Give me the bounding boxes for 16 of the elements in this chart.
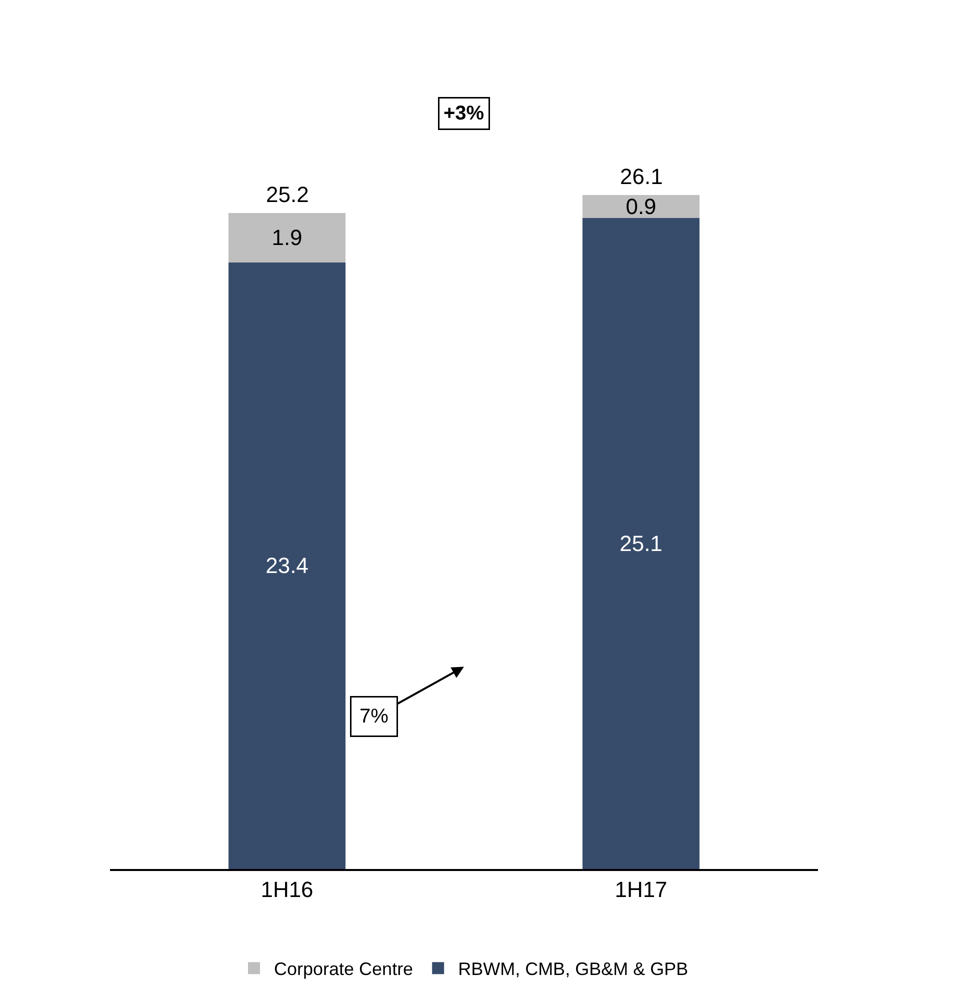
bar bbox=[228, 212, 346, 262]
data-label: 23.4 bbox=[266, 553, 308, 578]
bar bbox=[582, 218, 700, 869]
data-label: 0.9 bbox=[626, 194, 656, 219]
bar bbox=[228, 262, 346, 869]
legend-label: RBWM, CMB, GB&M & GPB bbox=[458, 959, 688, 980]
total-label: 25.2 bbox=[266, 182, 309, 207]
bar bbox=[582, 194, 700, 218]
annotation: 7% bbox=[360, 706, 389, 728]
data-label: 1.9 bbox=[272, 225, 302, 250]
x-tick-label: 1H17 bbox=[614, 877, 668, 902]
x-tick-label: 1H16 bbox=[260, 877, 314, 902]
data-label: 25.1 bbox=[620, 531, 662, 556]
legend-label: Corporate Centre bbox=[274, 959, 414, 980]
total-label: 26.1 bbox=[620, 164, 663, 189]
text: +3% bbox=[444, 102, 484, 124]
